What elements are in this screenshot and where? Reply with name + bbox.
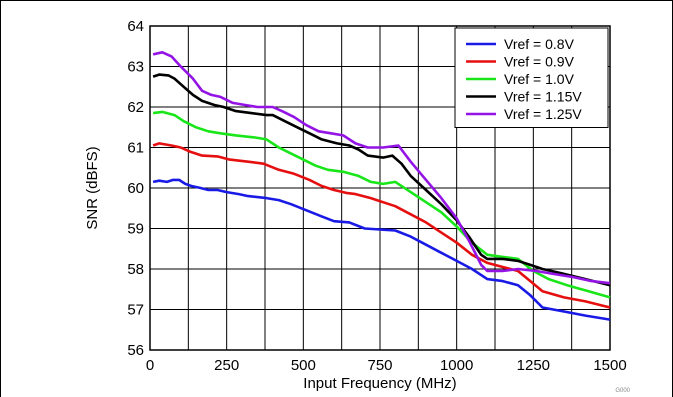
ticks-layer: 0 250 500 750 1000 1250 1500 56 57 58 59 60 61 62 63 64 (127, 18, 626, 374)
legend-label: Vref = 1.15V (504, 89, 582, 105)
series-layer (152, 50, 611, 321)
legend-label: Vref = 1.25V (504, 106, 582, 122)
y-tick-label: 59 (127, 221, 144, 238)
y-tick-label: 61 (127, 140, 144, 157)
y-tick-label: 63 (127, 59, 144, 76)
x-axis-title: Input Frequency (MHz) (303, 375, 456, 392)
y-tick-label: 57 (127, 302, 144, 319)
x-tick-label: 0 (146, 357, 154, 374)
x-tick-label: 1000 (440, 357, 473, 374)
y-tick-label: 60 (127, 180, 144, 197)
x-tick-label: 1500 (593, 357, 626, 374)
figure-code: G000 (615, 388, 630, 394)
x-tick-label: 750 (367, 357, 392, 374)
series-line (152, 73, 611, 287)
legend-label: Vref = 0.8V (504, 36, 575, 52)
x-tick-label: 250 (214, 357, 239, 374)
legend-label: Vref = 0.9V (504, 54, 575, 70)
series-line (152, 178, 611, 321)
plot-border (149, 25, 611, 351)
y-axis-title: SNR (dBFS) (84, 146, 101, 229)
y-tick-label: 64 (127, 18, 144, 35)
x-tick-label: 500 (291, 357, 316, 374)
y-tick-label: 56 (127, 342, 144, 359)
series-line (152, 110, 611, 299)
series-line (152, 50, 611, 285)
legend-label: Vref = 1.0V (504, 71, 575, 87)
y-tick-label: 62 (127, 99, 144, 116)
x-tick-label: 1250 (517, 357, 550, 374)
series-line (152, 142, 611, 309)
y-tick-label: 58 (127, 261, 144, 278)
